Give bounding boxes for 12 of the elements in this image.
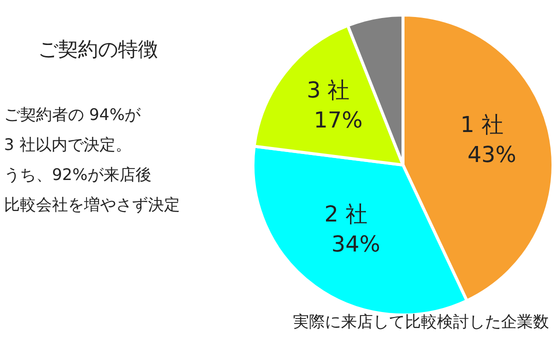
- slice-label: 2 社: [324, 202, 368, 228]
- data-label: 17%: [314, 108, 363, 134]
- slice-label: 3 社: [306, 78, 350, 104]
- data-label: 43%: [467, 143, 516, 168]
- data-label: 34%: [331, 232, 380, 258]
- text: 比較会社を増やさず決定: [4, 194, 180, 216]
- text: ご契約の特徴: [38, 36, 158, 63]
- text: 3 社以内で決定。: [4, 134, 132, 156]
- slice-label: 1 社: [460, 113, 504, 138]
- text: 実際に来店して比較検討した企業数: [293, 312, 549, 333]
- text: うち、92%が来店後: [4, 164, 153, 186]
- text: ご契約者の 94%が: [4, 104, 142, 126]
